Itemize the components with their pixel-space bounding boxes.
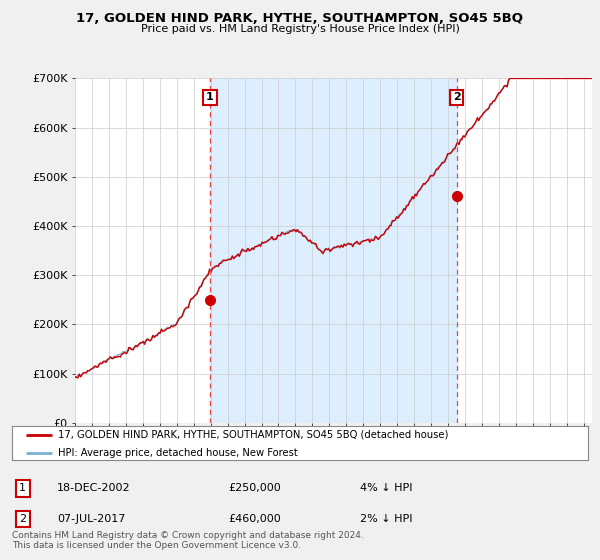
Bar [210, 78, 457, 423]
Text: 1: 1 [206, 92, 214, 102]
Text: 4% ↓ HPI: 4% ↓ HPI [360, 483, 413, 493]
Text: 2: 2 [453, 92, 461, 102]
Text: Contains HM Land Registry data © Crown copyright and database right 2024.
This d: Contains HM Land Registry data © Crown c… [12, 530, 364, 550]
Text: 2: 2 [19, 514, 26, 524]
Text: £250,000: £250,000 [228, 483, 281, 493]
Text: £460,000: £460,000 [228, 514, 281, 524]
Text: 1: 1 [19, 483, 26, 493]
Text: 07-JUL-2017: 07-JUL-2017 [57, 514, 125, 524]
Text: 17, GOLDEN HIND PARK, HYTHE, SOUTHAMPTON, SO45 5BQ (detached house): 17, GOLDEN HIND PARK, HYTHE, SOUTHAMPTON… [58, 430, 448, 440]
Text: Price paid vs. HM Land Registry's House Price Index (HPI): Price paid vs. HM Land Registry's House … [140, 24, 460, 34]
Text: HPI: Average price, detached house, New Forest: HPI: Average price, detached house, New … [58, 447, 298, 458]
Text: 17, GOLDEN HIND PARK, HYTHE, SOUTHAMPTON, SO45 5BQ: 17, GOLDEN HIND PARK, HYTHE, SOUTHAMPTON… [77, 12, 523, 25]
Text: 18-DEC-2002: 18-DEC-2002 [57, 483, 131, 493]
Text: 2% ↓ HPI: 2% ↓ HPI [360, 514, 413, 524]
